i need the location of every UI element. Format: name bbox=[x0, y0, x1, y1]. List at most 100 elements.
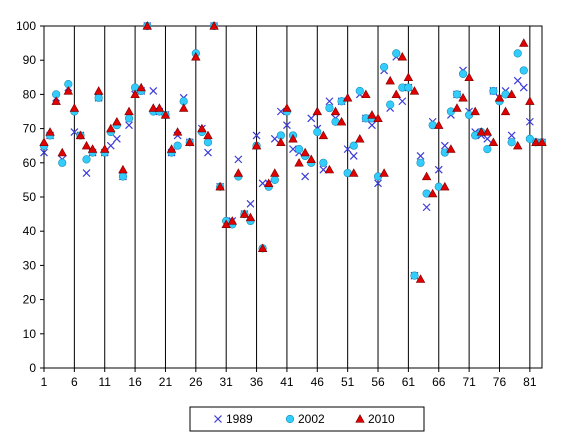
data-point bbox=[40, 148, 48, 157]
data-point bbox=[313, 127, 322, 137]
data-point bbox=[100, 144, 110, 153]
data-point bbox=[307, 114, 316, 123]
data-point bbox=[379, 168, 389, 177]
data-point bbox=[87, 144, 98, 153]
data-point bbox=[519, 66, 528, 75]
data-point bbox=[94, 93, 103, 102]
data-point bbox=[415, 274, 426, 283]
x-tick-label: 81 bbox=[523, 375, 537, 389]
x-tick-label: 61 bbox=[402, 375, 416, 389]
data-point bbox=[392, 49, 401, 58]
data-point bbox=[203, 130, 213, 140]
data-point bbox=[513, 76, 522, 85]
data-point bbox=[507, 138, 516, 147]
y-tick-label: 0 bbox=[29, 361, 36, 375]
data-point bbox=[385, 75, 395, 85]
data-point bbox=[234, 155, 243, 164]
data-point bbox=[440, 141, 449, 150]
data-point bbox=[488, 137, 499, 146]
data-point bbox=[537, 137, 547, 146]
data-point bbox=[355, 86, 364, 96]
data-point bbox=[355, 134, 365, 143]
data-point bbox=[452, 103, 462, 112]
data-point bbox=[512, 140, 523, 150]
y-tick-label: 50 bbox=[23, 190, 37, 204]
data-point bbox=[476, 127, 486, 136]
data-point bbox=[185, 137, 195, 146]
data-point bbox=[118, 164, 128, 174]
y-tick-label: 80 bbox=[23, 87, 37, 101]
data-point bbox=[160, 110, 171, 119]
x-tick-label: 36 bbox=[250, 375, 264, 389]
data-point bbox=[513, 49, 522, 58]
y-tick-label: 10 bbox=[23, 327, 37, 341]
data-point bbox=[148, 103, 159, 112]
data-point bbox=[239, 209, 250, 218]
data-point bbox=[257, 243, 268, 252]
data-point bbox=[397, 51, 408, 61]
legend-box bbox=[189, 406, 425, 432]
data-point bbox=[470, 106, 480, 116]
data-point bbox=[294, 157, 304, 167]
y-tick-label: 20 bbox=[23, 293, 37, 307]
data-point bbox=[330, 106, 341, 116]
data-point bbox=[300, 147, 310, 157]
data-point bbox=[324, 164, 335, 174]
legend-label: 2010 bbox=[368, 412, 395, 426]
grid-lines bbox=[73, 26, 531, 368]
data-point bbox=[519, 83, 528, 92]
data-point bbox=[246, 199, 255, 208]
data-point bbox=[118, 172, 128, 181]
data-point bbox=[452, 90, 462, 99]
data-point bbox=[525, 96, 535, 105]
y-tick-label: 70 bbox=[23, 122, 37, 136]
data-point bbox=[325, 103, 334, 113]
legend: 1989 2002 2010 bbox=[189, 406, 425, 432]
data-point bbox=[203, 138, 213, 147]
data-point bbox=[178, 103, 189, 112]
data-point bbox=[410, 271, 419, 280]
data-point bbox=[458, 93, 468, 102]
data-point bbox=[349, 152, 358, 160]
legend-label: 1989 bbox=[226, 412, 253, 426]
data-point bbox=[130, 89, 140, 99]
data-point bbox=[386, 100, 395, 109]
data-point bbox=[318, 130, 329, 140]
data-point bbox=[142, 21, 152, 30]
data-point bbox=[125, 121, 133, 130]
data-point bbox=[252, 131, 261, 140]
y-tick-label: 90 bbox=[23, 53, 37, 67]
x-tick-label: 1 bbox=[41, 375, 48, 389]
data-point bbox=[336, 116, 347, 126]
x-tick-label: 11 bbox=[98, 375, 111, 389]
x-tick-label: 41 bbox=[280, 375, 294, 389]
data-point bbox=[434, 165, 443, 174]
data-point bbox=[427, 188, 438, 198]
data-series bbox=[39, 21, 547, 283]
data-point bbox=[422, 203, 431, 212]
y-tick-label: 100 bbox=[16, 19, 36, 33]
data-point bbox=[294, 145, 304, 154]
data-point bbox=[209, 21, 219, 30]
data-point bbox=[373, 113, 383, 122]
data-point bbox=[124, 114, 134, 123]
data-point bbox=[367, 110, 377, 119]
data-point bbox=[51, 96, 61, 105]
data-point bbox=[112, 116, 122, 126]
data-point bbox=[233, 168, 244, 177]
data-point bbox=[531, 137, 541, 146]
data-point bbox=[494, 93, 505, 102]
legend-marker bbox=[355, 414, 365, 423]
data-point bbox=[282, 103, 292, 112]
axes: 1 6 11 16 21 26 31 36 41 46 51 56 61 66 71 76 8101020304… bbox=[16, 19, 537, 389]
data-point bbox=[446, 144, 456, 153]
data-point bbox=[106, 123, 116, 133]
data-point bbox=[82, 155, 91, 164]
data-point bbox=[301, 172, 310, 181]
data-point bbox=[251, 140, 262, 150]
data-point bbox=[93, 86, 104, 95]
data-point bbox=[283, 121, 291, 130]
data-point bbox=[525, 117, 534, 126]
data-point bbox=[325, 97, 334, 106]
